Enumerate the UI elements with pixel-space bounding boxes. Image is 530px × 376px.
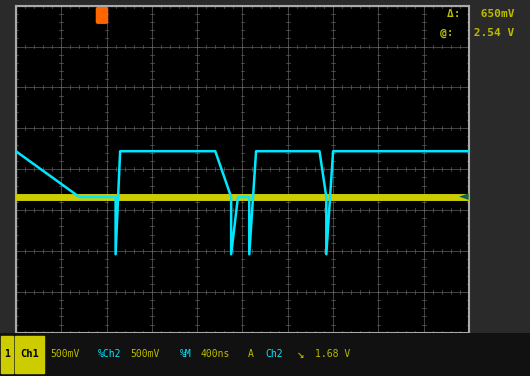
Text: Δ:   650mV: Δ: 650mV — [447, 9, 514, 20]
Text: Ch2: Ch2 — [265, 349, 282, 359]
Text: @:   2.54 V: @: 2.54 V — [440, 28, 514, 38]
Text: %Ch2: %Ch2 — [98, 349, 121, 359]
Text: 500mV: 500mV — [130, 349, 159, 359]
FancyBboxPatch shape — [1, 336, 13, 373]
Text: 1: 1 — [4, 349, 10, 359]
Text: 400ns: 400ns — [200, 349, 229, 359]
Text: ↘: ↘ — [297, 348, 304, 361]
Text: T: T — [98, 9, 107, 22]
Text: %M: %M — [180, 349, 192, 359]
Text: A: A — [248, 349, 253, 359]
Text: ◄: ◄ — [460, 191, 469, 203]
Text: Ch1: Ch1 — [20, 349, 39, 359]
FancyBboxPatch shape — [15, 336, 44, 373]
Text: 500mV: 500mV — [50, 349, 80, 359]
Text: 1.68 V: 1.68 V — [315, 349, 351, 359]
